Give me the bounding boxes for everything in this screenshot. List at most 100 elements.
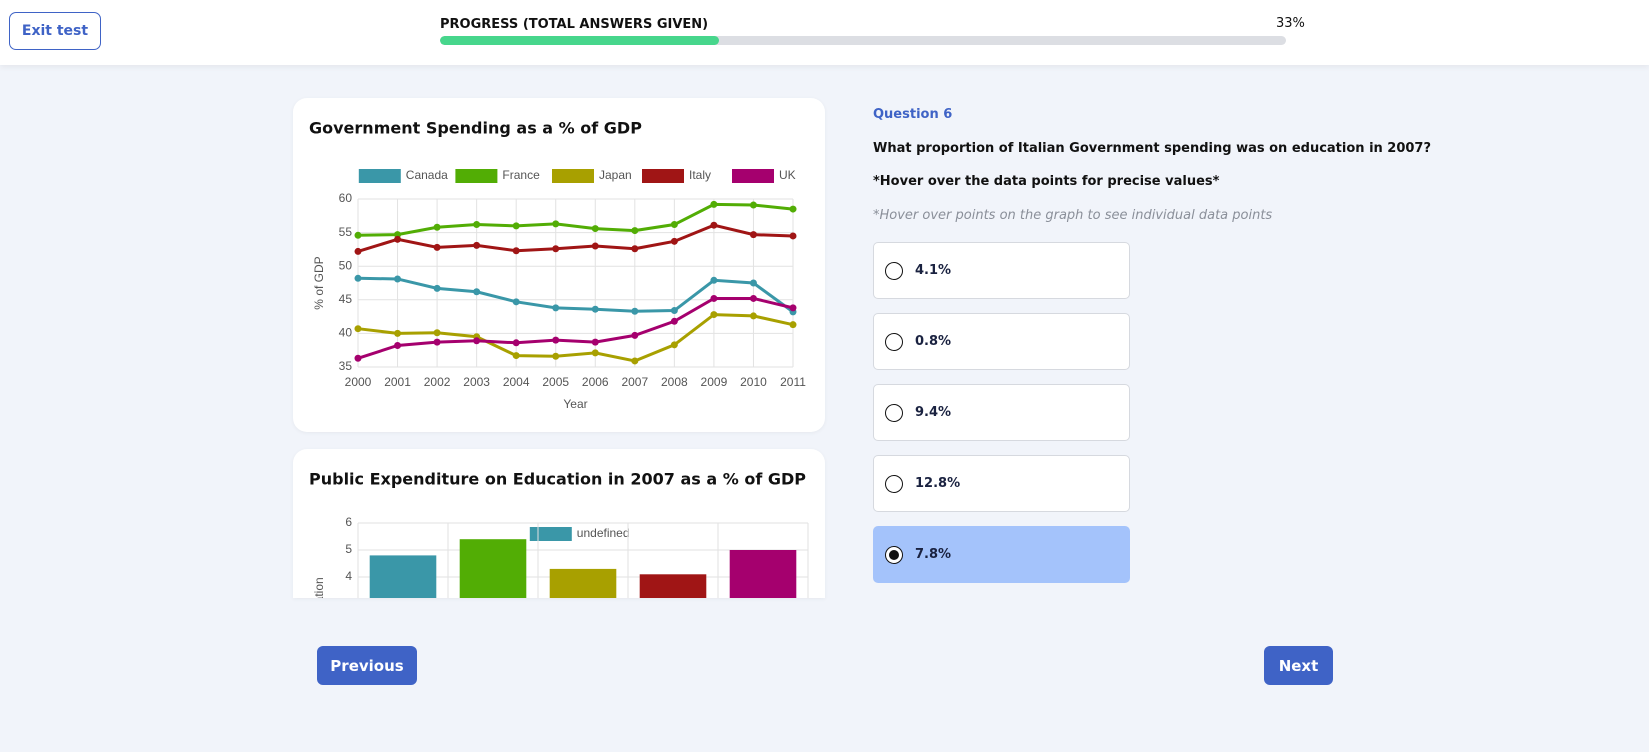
data-point bbox=[789, 321, 797, 329]
data-point bbox=[512, 222, 520, 230]
bar bbox=[369, 555, 437, 598]
radio[interactable] bbox=[885, 545, 903, 564]
data-point bbox=[354, 354, 362, 362]
data-point bbox=[670, 237, 678, 245]
data-point bbox=[710, 221, 718, 229]
legend-swatch bbox=[455, 169, 498, 183]
top-bar: Exit test PROGRESS (TOTAL ANSWERS GIVEN)… bbox=[0, 0, 1649, 65]
exit-button[interactable]: Exit test bbox=[9, 12, 101, 50]
next-button[interactable]: Next bbox=[1264, 646, 1333, 685]
radio-dot bbox=[889, 549, 899, 560]
data-point bbox=[473, 241, 481, 249]
radio[interactable] bbox=[885, 403, 903, 422]
question-number: Question 6 bbox=[873, 107, 953, 122]
x-tick-label: 2008 bbox=[661, 375, 688, 389]
y-tick-label: 45 bbox=[339, 292, 353, 306]
data-point bbox=[789, 205, 797, 213]
progress-track bbox=[440, 36, 1286, 45]
data-point bbox=[433, 284, 441, 292]
data-point bbox=[789, 304, 797, 312]
radio[interactable] bbox=[885, 474, 903, 493]
data-point bbox=[670, 317, 678, 325]
answer-option[interactable]: 0.8% bbox=[873, 313, 1130, 370]
question-note: *Hover over points on the graph to see i… bbox=[873, 208, 1273, 223]
data-point bbox=[670, 307, 678, 315]
legend-label: UK bbox=[779, 168, 796, 182]
previous-button[interactable]: Previous bbox=[317, 646, 417, 685]
data-point bbox=[631, 245, 639, 253]
legend-swatch bbox=[552, 169, 594, 183]
chart-card: Government Spending as a % of GDP Canada F… bbox=[293, 98, 825, 432]
y-tick-label: 3 bbox=[345, 596, 352, 598]
bar bbox=[459, 539, 527, 598]
answer-option[interactable]: 9.4% bbox=[873, 384, 1130, 441]
series-line bbox=[357, 296, 794, 360]
data-point bbox=[433, 329, 441, 337]
data-point bbox=[749, 201, 757, 209]
data-point bbox=[710, 294, 718, 302]
y-tick-label: 55 bbox=[339, 225, 353, 239]
data-point bbox=[433, 243, 441, 251]
x-tick-label: 2000 bbox=[345, 375, 372, 389]
chart: Public Expenditure on Education in 2007 … bbox=[309, 470, 809, 598]
data-point bbox=[591, 338, 599, 346]
progress-label: PROGRESS (TOTAL ANSWERS GIVEN) bbox=[440, 17, 709, 32]
radio[interactable] bbox=[885, 332, 903, 351]
bar bbox=[549, 568, 617, 598]
data-point bbox=[473, 337, 481, 345]
legend-swatch bbox=[642, 169, 684, 183]
data-point bbox=[552, 220, 560, 228]
data-point bbox=[789, 232, 797, 240]
option-label: 12.8% bbox=[915, 476, 961, 491]
chart-title: Government Spending as a % of GDP bbox=[309, 119, 642, 138]
data-point bbox=[433, 338, 441, 346]
answer-option[interactable]: 7.8% bbox=[873, 526, 1130, 583]
x-axis-label: Year bbox=[563, 397, 587, 411]
legend-label: undefined bbox=[577, 526, 630, 540]
data-point bbox=[631, 331, 639, 339]
chart-title: Public Expenditure on Education in 2007 … bbox=[309, 470, 806, 489]
data-point bbox=[749, 279, 757, 287]
x-tick-label: 2003 bbox=[463, 375, 490, 389]
y-tick-label: 5 bbox=[345, 542, 352, 556]
data-point bbox=[552, 352, 560, 360]
x-tick-label: 2010 bbox=[740, 375, 767, 389]
bar bbox=[639, 574, 707, 598]
answer-option[interactable]: 12.8% bbox=[873, 455, 1130, 512]
data-point bbox=[710, 311, 718, 319]
progress-fill bbox=[440, 36, 720, 45]
series-line bbox=[357, 276, 794, 314]
data-point bbox=[670, 341, 678, 349]
data-point bbox=[473, 221, 481, 229]
legend-label: Canada bbox=[406, 168, 448, 182]
data-point bbox=[394, 329, 402, 337]
x-tick-label: 2004 bbox=[503, 375, 530, 389]
data-point bbox=[512, 339, 520, 347]
data-point bbox=[512, 352, 520, 360]
legend-swatch bbox=[358, 169, 401, 183]
data-point bbox=[749, 294, 757, 302]
x-tick-label: 2002 bbox=[424, 375, 451, 389]
legend-swatch bbox=[529, 527, 572, 541]
data-point bbox=[354, 231, 362, 239]
x-tick-label: 2006 bbox=[582, 375, 609, 389]
data-point bbox=[394, 275, 402, 283]
data-point bbox=[512, 298, 520, 306]
data-point bbox=[710, 200, 718, 208]
data-point bbox=[631, 227, 639, 235]
series-line bbox=[357, 313, 794, 363]
answer-option[interactable]: 4.1% bbox=[873, 242, 1130, 299]
data-point bbox=[631, 307, 639, 315]
data-point bbox=[394, 235, 402, 243]
data-point bbox=[552, 304, 560, 312]
y-axis-label: Education bbox=[312, 577, 326, 598]
radio[interactable] bbox=[885, 261, 903, 280]
progress-percent: 33% bbox=[1276, 16, 1305, 31]
x-tick-label: 2005 bbox=[542, 375, 569, 389]
y-tick-label: 40 bbox=[339, 326, 353, 340]
x-tick-label: 2009 bbox=[701, 375, 728, 389]
series-line bbox=[357, 223, 794, 253]
data-point bbox=[670, 221, 678, 229]
series-line bbox=[357, 202, 794, 237]
y-tick-label: 60 bbox=[339, 191, 353, 205]
